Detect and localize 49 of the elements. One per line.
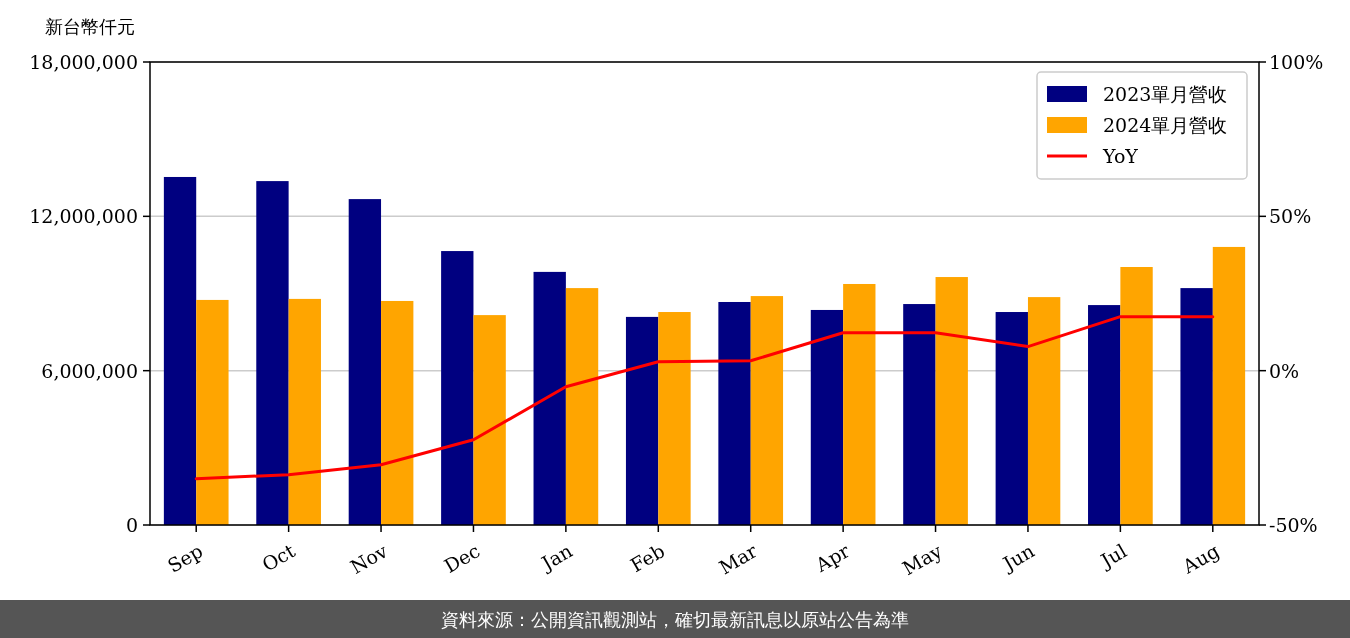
bar	[625, 316, 659, 525]
bar	[565, 288, 599, 525]
bar	[163, 176, 197, 525]
bar	[658, 312, 691, 525]
x-tick-label: Mar	[715, 538, 762, 579]
bar	[288, 298, 321, 525]
bar	[256, 181, 289, 525]
y2-tick-label: 100%	[1269, 51, 1324, 73]
bar	[381, 300, 414, 525]
legend-label: 2024單月營收	[1103, 114, 1228, 136]
y2-tick-label: 0%	[1269, 359, 1300, 382]
bar	[473, 315, 506, 525]
bar	[810, 309, 844, 525]
x-tick-label: Jul	[1095, 539, 1131, 573]
bar	[1212, 246, 1246, 525]
bar	[1027, 297, 1061, 525]
x-tick-label: Dec	[440, 539, 484, 578]
bar	[1088, 305, 1121, 525]
bar	[843, 283, 876, 525]
y-tick-label: 18,000,000	[29, 51, 138, 73]
bar	[903, 304, 936, 525]
legend-label: YoY	[1102, 145, 1139, 167]
x-tick-label: Oct	[258, 539, 299, 576]
x-tick-label: May	[898, 539, 946, 580]
bar	[935, 277, 968, 525]
source-note: 資料來源：公開資訊觀測站，確切最新訊息以原站公告為準	[441, 609, 909, 630]
y-axis-title: 新台幣仟元	[45, 16, 135, 37]
bar	[1180, 288, 1213, 525]
y-tick-label: 6,000,000	[41, 359, 138, 382]
x-tick-label: Apr	[810, 538, 854, 577]
y2-tick-label: -50%	[1269, 514, 1318, 536]
x-tick-label: Sep	[163, 539, 207, 577]
x-tick-label: Jan	[536, 539, 576, 576]
bar	[718, 301, 751, 525]
y-tick-label: 0	[125, 514, 138, 536]
bar	[441, 251, 474, 525]
bar	[196, 299, 229, 525]
bar	[995, 312, 1028, 525]
legend-label: 2023單月營收	[1103, 83, 1228, 105]
x-tick-label: Jun	[997, 539, 1038, 576]
bar	[533, 271, 566, 525]
x-tick-label: Nov	[346, 539, 392, 578]
bar	[348, 199, 382, 525]
x-tick-label: Aug	[1177, 539, 1223, 579]
bar	[750, 296, 784, 525]
x-tick-label: Feb	[626, 539, 669, 577]
y-tick-label: 12,000,000	[29, 205, 138, 228]
y2-tick-label: 50%	[1269, 205, 1312, 228]
bar	[1120, 267, 1153, 525]
